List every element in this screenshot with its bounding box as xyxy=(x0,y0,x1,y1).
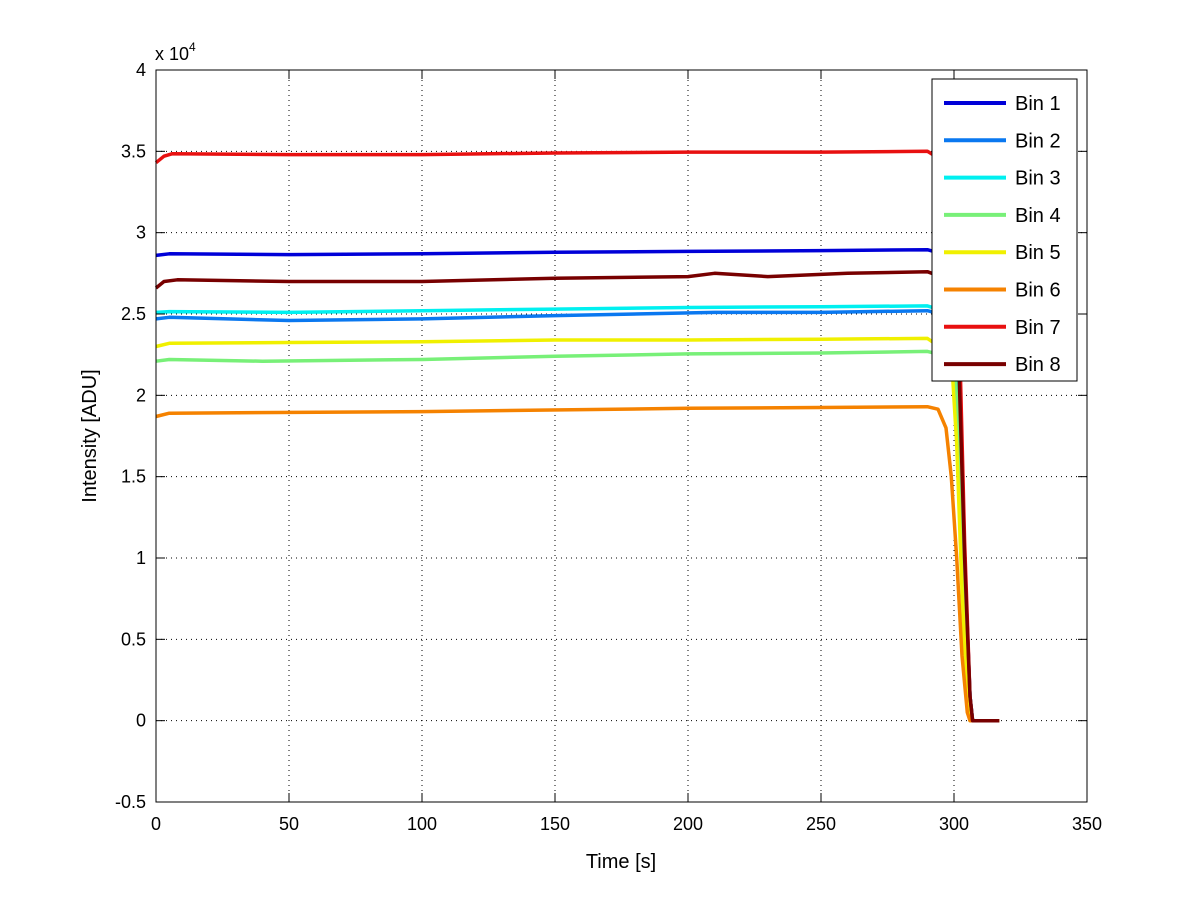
legend: Bin 1 Bin 2 Bin 3 Bin 4 Bin 5 Bin 6 Bin 7 Bin 8 xyxy=(931,78,1078,382)
legend-box xyxy=(931,78,1078,382)
y-exponent-label: x 104 xyxy=(155,40,196,64)
series-line-bin-2 xyxy=(155,308,1000,723)
y-tick-label: -0.5 xyxy=(115,792,146,812)
y-tick-label: 3 xyxy=(136,223,146,243)
plot-frame xyxy=(155,69,1088,803)
y-tick-label: 0 xyxy=(136,711,146,731)
x-tick-label: 100 xyxy=(407,814,437,834)
y-tick-label: 2 xyxy=(136,385,146,405)
series-line-bin-5 xyxy=(155,336,1000,723)
x-tick-label: 300 xyxy=(939,814,969,834)
series-line-bin-8 xyxy=(154,269,1000,723)
x-tick-label: 150 xyxy=(540,814,570,834)
legend-label: Bin 7 xyxy=(1015,317,1061,339)
legend-label: Bin 2 xyxy=(1015,130,1061,152)
y-tick-label: 2.5 xyxy=(121,304,146,324)
x-tick-label: 250 xyxy=(806,814,836,834)
y-tick-label: 0.5 xyxy=(121,629,146,649)
x-tick-label: 200 xyxy=(673,814,703,834)
legend-label: Bin 1 xyxy=(1015,93,1061,115)
series-line-bin-3 xyxy=(155,304,1000,723)
y-tick-label: 1 xyxy=(136,548,146,568)
legend-label: Bin 4 xyxy=(1015,205,1061,227)
x-tick-label: 0 xyxy=(151,814,161,834)
legend-label: Bin 8 xyxy=(1015,354,1061,376)
legend-label: Bin 3 xyxy=(1015,168,1061,190)
y-tick-label: 3.5 xyxy=(121,141,146,161)
series-line-bin-6 xyxy=(155,404,1000,723)
x-tick-label: 350 xyxy=(1072,814,1102,834)
y-tick-label: 1.5 xyxy=(121,467,146,487)
series-line-bin-7 xyxy=(154,149,1000,723)
ticks: 0 50 100 150 200 250 300 350-0.500.511.522.533.… xyxy=(115,60,1102,834)
y-axis-label: Intensity [ADU] xyxy=(79,369,101,502)
legend-label: Bin 6 xyxy=(1015,280,1061,302)
x-tick-label: 50 xyxy=(279,814,299,834)
y-tick-label: 4 xyxy=(136,60,146,80)
legend-label: Bin 5 xyxy=(1015,242,1061,264)
x-axis-label: Time [s] xyxy=(586,851,656,873)
series-lines xyxy=(154,149,1000,723)
